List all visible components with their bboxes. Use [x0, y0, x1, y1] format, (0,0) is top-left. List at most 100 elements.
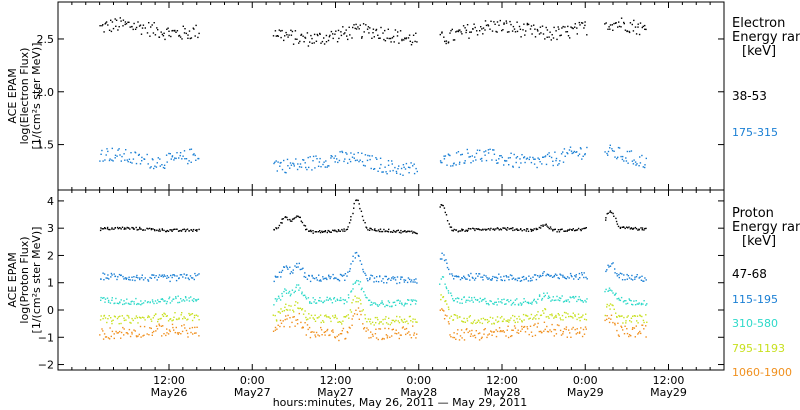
data-point — [456, 30, 458, 32]
data-point — [115, 297, 117, 300]
data-point — [536, 166, 538, 169]
data-point — [366, 327, 368, 329]
data-point — [379, 37, 381, 39]
data-point — [552, 164, 554, 167]
data-point — [387, 28, 389, 30]
data-point — [638, 229, 640, 231]
data-point — [498, 327, 501, 329]
data-point — [146, 32, 149, 34]
data-point — [455, 152, 458, 154]
data-point — [193, 278, 195, 281]
data-point — [565, 31, 567, 33]
data-point — [138, 316, 141, 318]
data-point — [626, 226, 628, 228]
data-point — [195, 332, 197, 334]
data-point — [123, 317, 125, 319]
data-point — [408, 34, 411, 36]
data-point — [466, 230, 468, 232]
data-point — [163, 300, 165, 302]
data-point — [549, 314, 551, 316]
data-point — [459, 302, 461, 304]
data-point — [639, 330, 641, 333]
y-tick-label: −2 — [38, 359, 54, 372]
data-point — [526, 301, 528, 304]
data-point — [189, 275, 192, 277]
data-point — [344, 279, 346, 281]
data-point — [281, 218, 283, 220]
data-point — [641, 315, 643, 318]
data-point — [285, 289, 287, 291]
data-point — [184, 317, 186, 319]
data-point — [627, 227, 629, 229]
data-point — [167, 230, 170, 232]
data-point — [293, 311, 295, 313]
data-point — [182, 276, 184, 278]
data-point — [304, 37, 307, 39]
data-point — [569, 272, 572, 275]
data-point — [356, 199, 358, 201]
data-point — [473, 228, 475, 230]
data-point — [388, 301, 391, 304]
x-axis: 12:00May260:00May2712:00May270:00May2812… — [71, 2, 711, 399]
data-point — [510, 152, 512, 154]
data-point — [566, 152, 568, 154]
data-point — [394, 166, 396, 169]
data-point — [342, 327, 345, 330]
data-point — [623, 22, 625, 25]
data-point — [359, 310, 361, 312]
data-point — [550, 330, 553, 333]
data-point — [156, 229, 158, 231]
data-point — [324, 334, 326, 336]
data-point — [561, 228, 563, 230]
data-point — [352, 288, 354, 290]
data-point — [141, 274, 143, 276]
data-point — [541, 331, 543, 334]
data-point — [295, 266, 298, 268]
data-point — [108, 29, 111, 31]
data-point — [121, 226, 124, 228]
data-point — [560, 34, 562, 36]
data-point — [607, 150, 610, 153]
data-point — [536, 326, 538, 328]
data-point — [404, 279, 407, 281]
data-point — [392, 35, 395, 38]
data-point — [465, 301, 467, 303]
data-point — [136, 336, 138, 338]
data-point — [345, 229, 348, 231]
data-point — [376, 276, 378, 278]
data-point — [342, 230, 344, 232]
data-point — [340, 34, 343, 37]
data-point — [480, 229, 483, 231]
data-point — [296, 319, 299, 321]
data-point — [509, 319, 511, 321]
data-point — [185, 32, 187, 35]
data-point — [404, 302, 407, 304]
data-point — [642, 319, 645, 322]
electron-ylabel-1: ACE EPAM — [6, 68, 19, 123]
data-point — [558, 314, 560, 316]
data-point — [285, 308, 288, 311]
data-point — [329, 34, 331, 37]
x-tick-date: May27 — [234, 386, 271, 399]
data-point — [640, 279, 643, 281]
data-point — [280, 322, 283, 324]
data-point — [370, 227, 372, 230]
data-point — [453, 278, 455, 280]
data-point — [102, 317, 104, 320]
data-point — [337, 321, 339, 323]
data-point — [624, 279, 626, 281]
data-point — [105, 277, 107, 279]
data-point — [385, 322, 388, 324]
data-point — [503, 23, 505, 25]
data-point — [191, 326, 194, 329]
data-point — [505, 22, 508, 24]
data-point — [109, 228, 111, 231]
data-point — [401, 327, 404, 329]
data-point — [286, 266, 288, 269]
data-point — [378, 323, 380, 325]
data-point — [173, 298, 175, 300]
proton-legend-1060-1900: 1060-1900 — [732, 366, 792, 379]
data-point — [345, 337, 347, 340]
data-point — [446, 164, 448, 166]
data-point — [293, 165, 295, 167]
